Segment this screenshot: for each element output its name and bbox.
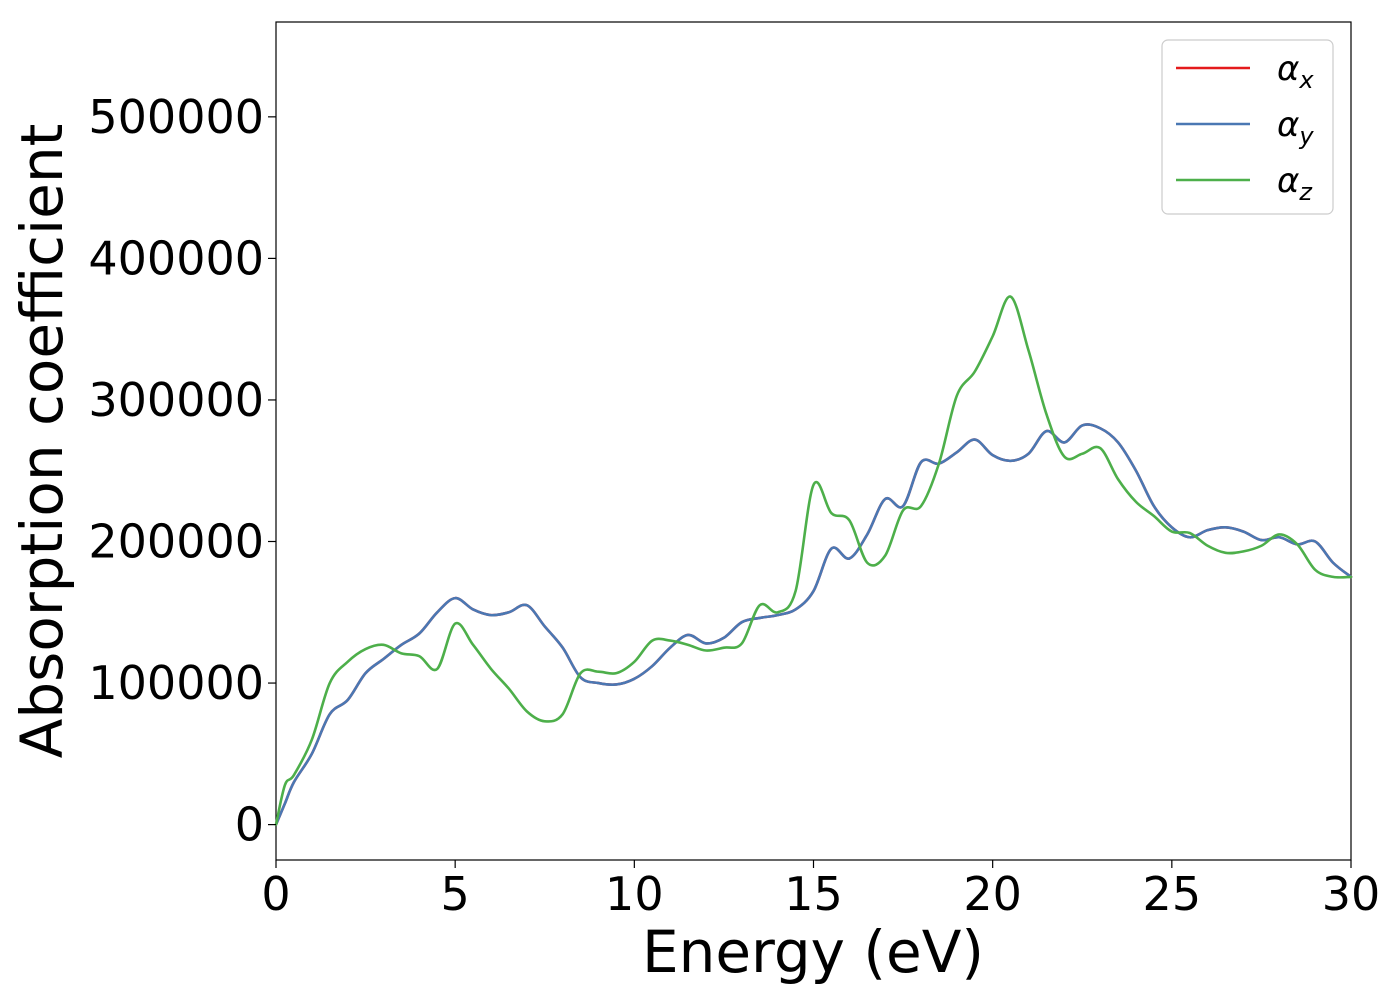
- y-tick-label: 100000: [88, 656, 264, 710]
- x-tick-label: 10: [605, 867, 664, 921]
- x-tick-label: 5: [441, 867, 470, 921]
- legend-box: [1161, 39, 1334, 215]
- y-axis: 0 100000 200000 300000 400000 500000: [88, 90, 276, 852]
- y-tick-label: 300000: [88, 373, 264, 427]
- x-axis-label: Energy (eV): [642, 918, 984, 986]
- y-tick-label: 400000: [88, 231, 264, 285]
- x-tick-label: 15: [784, 867, 843, 921]
- series-line-alpha-z: [274, 295, 1353, 826]
- series-layer: [274, 295, 1353, 826]
- series-line-alpha-y: [274, 423, 1353, 826]
- x-tick-label: 0: [261, 867, 290, 921]
- x-axis: 0 5 10 15 20 25 30: [261, 860, 1380, 921]
- y-axis-label: Absorption coefficient: [8, 124, 76, 759]
- x-tick-label: 25: [1143, 867, 1202, 921]
- y-tick-label: 200000: [88, 515, 264, 569]
- y-tick-label: 0: [235, 798, 264, 852]
- x-tick-label: 30: [1322, 867, 1381, 921]
- y-tick-label: 500000: [88, 90, 264, 144]
- x-tick-label: 20: [963, 867, 1022, 921]
